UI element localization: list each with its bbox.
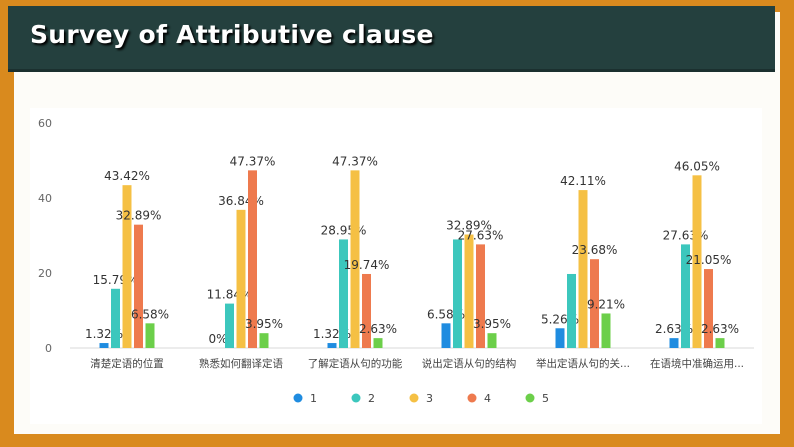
data-label: 36.84% [218, 194, 264, 208]
data-label: 27.63% [458, 228, 504, 242]
bar-series-5 [145, 323, 155, 348]
y-tick-label: 0 [45, 342, 52, 355]
bar-series-4 [590, 259, 599, 348]
x-category-label: 在语境中准确运用... [650, 357, 744, 370]
bar-series-4 [362, 273, 371, 348]
bar-series-5 [715, 338, 725, 348]
y-tick-label: 20 [38, 267, 52, 280]
data-label: 15.79% [93, 273, 139, 287]
bar-series-2 [453, 239, 462, 348]
legend-label: 4 [484, 392, 491, 405]
bar-series-4 [134, 224, 143, 348]
data-label: 19.74% [344, 258, 390, 272]
bar-series-2 [111, 288, 120, 348]
data-label: 2.63% [359, 322, 397, 336]
legend-marker-3 [409, 393, 419, 403]
data-label: 11.84% [207, 288, 253, 302]
bar-series-1 [441, 323, 451, 348]
y-tick-label: 60 [38, 117, 52, 130]
x-category-label: 了解定语从句的功能 [308, 357, 403, 370]
bar-chart: 02040601.32%15.79%43.42%32.89%6.58%清楚定语的… [38, 117, 754, 405]
x-category-label: 举出定语从句的关... [536, 357, 630, 370]
bar-series-5 [487, 333, 497, 348]
bar-series-5 [373, 338, 383, 348]
data-label: 9.21% [587, 297, 625, 311]
data-label: 32.89% [116, 209, 162, 223]
bar-series-5 [259, 333, 269, 348]
bar-series-3 [464, 234, 474, 348]
legend-marker-2 [351, 393, 361, 403]
data-label: 47.37% [230, 154, 276, 168]
x-category-label: 清楚定语的位置 [90, 357, 164, 370]
bar-series-4 [248, 170, 257, 348]
data-label: 0% [208, 332, 227, 346]
data-label: 2.63% [701, 322, 739, 336]
bar-series-3 [578, 190, 588, 348]
bar-series-2 [567, 273, 576, 348]
title-bar: Survey of Attributive clause [8, 6, 775, 72]
bar-series-1 [99, 343, 109, 348]
data-label: 32.89% [446, 219, 492, 233]
data-label: 23.68% [572, 243, 618, 257]
bar-series-3 [350, 170, 360, 348]
legend-marker-1 [293, 393, 303, 403]
x-category-label: 说出定语从句的结构 [422, 357, 517, 370]
legend-label: 3 [426, 392, 433, 405]
data-label: 21.05% [686, 253, 732, 267]
bar-series-4 [704, 269, 713, 348]
legend-marker-5 [525, 393, 535, 403]
data-label: 28.95% [321, 223, 367, 237]
bar-series-3 [692, 175, 702, 348]
data-label: 3.95% [473, 317, 511, 331]
legend-label: 2 [368, 392, 375, 405]
bar-series-2 [681, 244, 690, 348]
data-label: 42.11% [560, 174, 606, 188]
data-label: 43.42% [104, 169, 150, 183]
bar-series-1 [327, 343, 337, 348]
data-label: 3.95% [245, 317, 283, 331]
bar-series-4 [476, 244, 485, 348]
legend-label: 1 [310, 392, 317, 405]
data-label: 46.05% [674, 159, 720, 173]
x-category-label: 熟悉如何翻译定语 [199, 357, 283, 370]
bar-series-3 [122, 185, 132, 348]
bar-series-1 [555, 328, 565, 348]
chart-panel: 0 20 40 60 1.32% 15.79% 43.42% 32.89% 6.58% 清楚定语的… [30, 108, 762, 424]
data-label: 6.58% [131, 307, 169, 321]
bar-series-1 [669, 338, 679, 348]
bar-series-2 [225, 303, 234, 348]
slide-title: Survey of Attributive clause [30, 20, 434, 49]
legend-label: 5 [542, 392, 549, 405]
bar-series-3 [236, 209, 246, 348]
bar-series-2 [339, 239, 348, 348]
y-tick-label: 40 [38, 192, 52, 205]
legend-marker-4 [467, 393, 477, 403]
data-label: 47.37% [332, 154, 378, 168]
bar-series-5 [601, 313, 611, 348]
data-label: 27.63% [663, 228, 709, 242]
